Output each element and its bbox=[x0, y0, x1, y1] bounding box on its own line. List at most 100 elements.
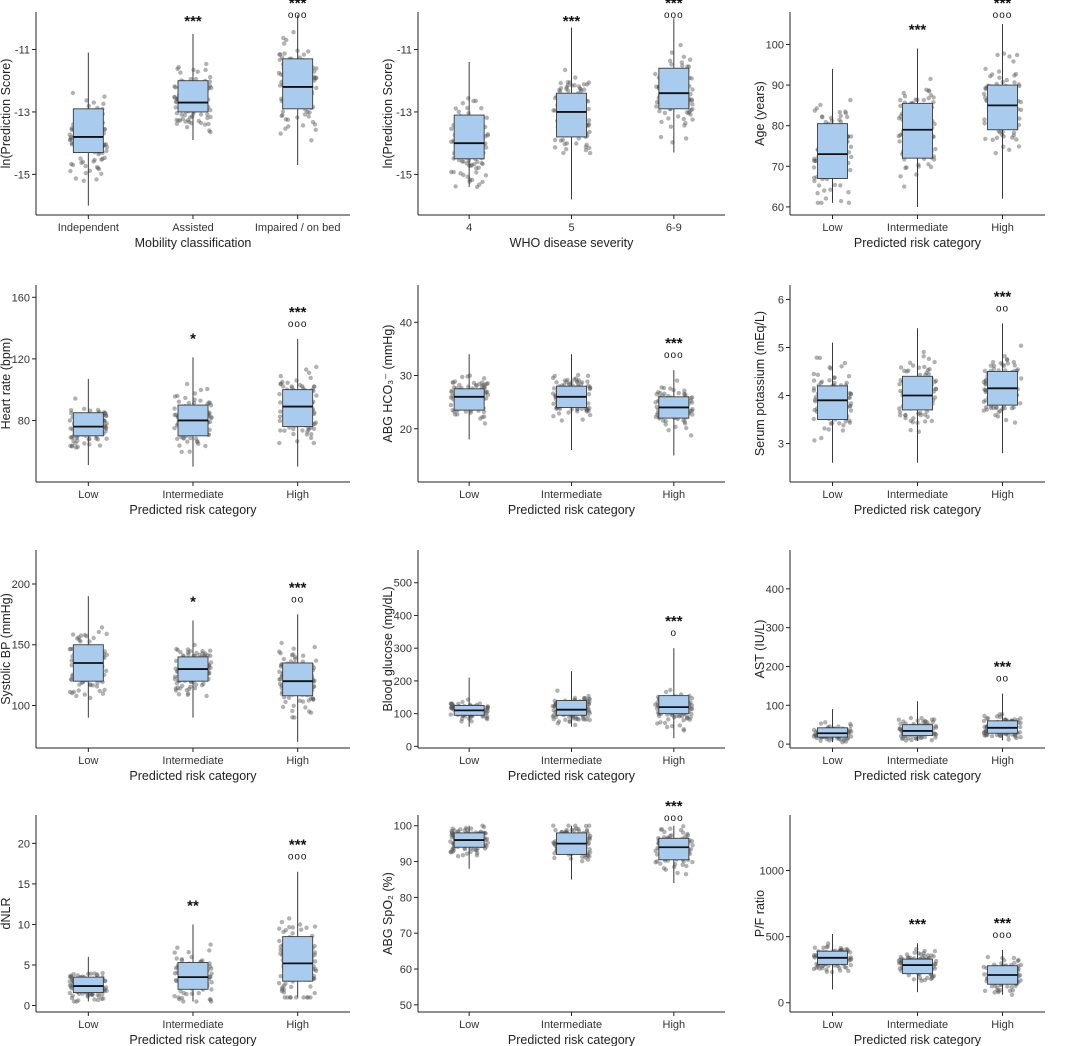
data-point bbox=[994, 405, 999, 410]
data-point bbox=[310, 696, 316, 701]
data-point bbox=[309, 138, 314, 143]
significance-stars: *** bbox=[909, 22, 927, 39]
data-point bbox=[669, 62, 674, 67]
x-tick-label: High bbox=[991, 222, 1014, 234]
data-point bbox=[103, 410, 108, 416]
data-point bbox=[553, 715, 559, 720]
data-point bbox=[898, 114, 903, 119]
y-tick-label: 30 bbox=[400, 371, 412, 383]
data-point bbox=[653, 400, 658, 405]
data-point bbox=[904, 952, 910, 957]
data-point bbox=[280, 704, 286, 710]
iqr-box bbox=[902, 102, 933, 159]
y-tick-label: 100 bbox=[766, 700, 784, 712]
data-point bbox=[308, 710, 314, 715]
data-point bbox=[283, 699, 288, 705]
data-point bbox=[689, 696, 695, 701]
iqr-box bbox=[282, 936, 314, 982]
y-axis-title: P/F ratio bbox=[753, 890, 767, 937]
data-point bbox=[576, 372, 581, 378]
data-point bbox=[689, 706, 694, 711]
data-point bbox=[983, 95, 988, 100]
data-point bbox=[573, 716, 579, 721]
data-point bbox=[902, 184, 907, 189]
data-point bbox=[311, 384, 317, 389]
data-point bbox=[94, 684, 100, 689]
data-point bbox=[82, 632, 88, 638]
data-point bbox=[683, 136, 689, 141]
data-point bbox=[97, 688, 103, 694]
data-point bbox=[921, 354, 926, 359]
data-point bbox=[304, 367, 309, 372]
data-point bbox=[291, 426, 296, 432]
data-point bbox=[76, 635, 81, 640]
x-tick-label: Intermediate bbox=[887, 222, 948, 234]
data-point bbox=[278, 381, 283, 386]
data-point bbox=[562, 67, 568, 73]
data-point bbox=[290, 931, 295, 936]
boxplot-3 bbox=[981, 693, 1023, 742]
data-point bbox=[921, 97, 926, 103]
data-point bbox=[103, 413, 109, 418]
data-point bbox=[902, 368, 907, 373]
data-point bbox=[929, 738, 934, 743]
data-point bbox=[685, 716, 690, 721]
data-point bbox=[74, 693, 79, 699]
y-tick-label: 40 bbox=[400, 317, 412, 329]
data-point bbox=[475, 184, 480, 190]
data-point bbox=[469, 163, 474, 168]
data-point bbox=[287, 916, 292, 921]
data-point bbox=[1014, 52, 1020, 58]
data-point bbox=[918, 412, 923, 418]
data-point bbox=[208, 653, 213, 658]
data-point bbox=[312, 69, 317, 74]
panel-6: 3 4 5 6 Low Intermediate High oo*** Predicted ri… bbox=[753, 285, 1045, 517]
data-point bbox=[550, 391, 556, 396]
data-point bbox=[578, 87, 583, 92]
data-point bbox=[207, 948, 212, 953]
data-point bbox=[69, 127, 74, 132]
data-point bbox=[673, 424, 678, 429]
data-point bbox=[588, 385, 593, 390]
panel-4: 80 120 160 Low Intermediate * High ooo*** Predic… bbox=[0, 285, 350, 517]
data-point bbox=[690, 859, 695, 865]
data-point bbox=[68, 137, 73, 142]
data-point bbox=[67, 647, 73, 652]
data-point bbox=[67, 137, 73, 143]
y-tick-label: 3 bbox=[778, 439, 784, 451]
data-point bbox=[277, 926, 282, 931]
data-point bbox=[477, 182, 482, 187]
data-point bbox=[285, 380, 290, 385]
data-point bbox=[188, 76, 193, 82]
data-point bbox=[302, 112, 308, 117]
data-point bbox=[897, 382, 902, 387]
data-point bbox=[174, 658, 179, 664]
data-point bbox=[278, 409, 283, 414]
data-point bbox=[572, 695, 578, 701]
data-point bbox=[990, 359, 996, 365]
boxplot-2 bbox=[896, 943, 939, 993]
data-point bbox=[934, 958, 939, 964]
panel-5: 20 30 40 Low Intermediate High ooo*** Predicted… bbox=[381, 285, 725, 517]
data-point bbox=[203, 651, 208, 656]
data-point bbox=[208, 108, 213, 113]
significance-stars: *** bbox=[994, 0, 1012, 12]
data-point bbox=[929, 418, 934, 424]
data-point bbox=[172, 950, 177, 955]
data-point bbox=[198, 112, 204, 117]
data-point bbox=[278, 663, 284, 668]
data-point bbox=[1010, 135, 1015, 140]
data-point bbox=[286, 695, 292, 700]
significance-stars: ** bbox=[187, 897, 199, 914]
data-point bbox=[195, 439, 200, 444]
data-point bbox=[471, 98, 476, 104]
data-point bbox=[580, 854, 585, 859]
data-point bbox=[688, 715, 693, 720]
significance-stars: * bbox=[190, 330, 196, 347]
data-point bbox=[898, 413, 903, 418]
data-point bbox=[847, 395, 853, 400]
boxplot-3 bbox=[277, 338, 319, 467]
data-point bbox=[104, 436, 109, 441]
data-point bbox=[73, 445, 79, 450]
panel-1: -15 -13 -11 Independent Assisted *** Impaired … bbox=[0, 0, 350, 250]
